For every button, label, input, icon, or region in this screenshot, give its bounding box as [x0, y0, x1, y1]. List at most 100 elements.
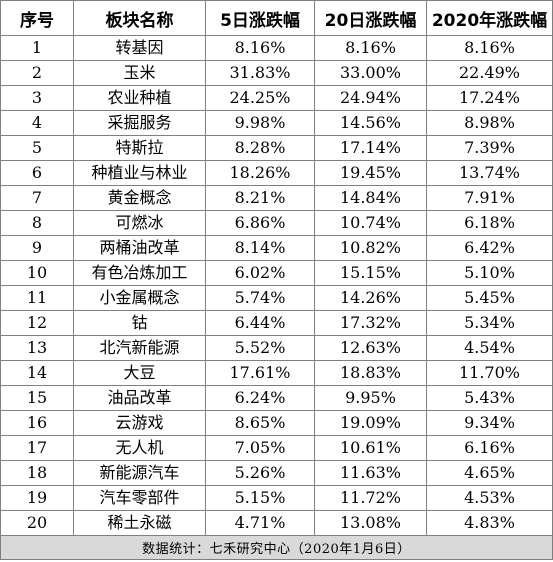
cell-5day-change: 8.28%	[205, 135, 315, 161]
cell-5day-change: 5.26%	[205, 460, 315, 486]
cell-5day-change: 8.21%	[205, 185, 315, 211]
cell-2020-change: 7.39%	[426, 135, 553, 161]
header-20day: 20日涨跌幅	[314, 0, 427, 36]
table-body: 1 转基因 8.16% 8.16% 8.16% 2 玉米 31.83% 33.00% 22.49%…	[0, 35, 553, 536]
table-row: 11 小金属概念 5.74% 14.26% 5.45%	[0, 285, 553, 311]
cell-2020-change: 8.98%	[426, 110, 553, 136]
table-row: 20 稀土永磁 4.71% 13.08% 4.83%	[0, 510, 553, 536]
table-row: 9 两桶油改革 8.14% 10.82% 6.42%	[0, 235, 553, 261]
table-row: 15 油品改革 6.24% 9.95% 5.43%	[0, 385, 553, 411]
cell-index: 15	[0, 385, 74, 411]
cell-20day-change: 33.00%	[314, 60, 427, 86]
cell-5day-change: 18.26%	[205, 160, 315, 186]
cell-sector-name: 北汽新能源	[73, 335, 206, 361]
cell-2020-change: 22.49%	[426, 60, 553, 86]
cell-5day-change: 9.98%	[205, 110, 315, 136]
cell-2020-change: 5.10%	[426, 260, 553, 286]
cell-20day-change: 11.63%	[314, 460, 427, 486]
cell-2020-change: 5.43%	[426, 385, 553, 411]
cell-sector-name: 特斯拉	[73, 135, 206, 161]
cell-20day-change: 18.83%	[314, 360, 427, 386]
cell-20day-change: 12.63%	[314, 335, 427, 361]
cell-index: 17	[0, 435, 74, 461]
cell-sector-name: 两桶油改革	[73, 235, 206, 261]
cell-sector-name: 有色冶炼加工	[73, 260, 206, 286]
cell-20day-change: 11.72%	[314, 485, 427, 511]
cell-5day-change: 7.05%	[205, 435, 315, 461]
cell-index: 8	[0, 210, 74, 236]
cell-index: 4	[0, 110, 74, 136]
cell-2020-change: 7.91%	[426, 185, 553, 211]
cell-2020-change: 5.34%	[426, 310, 553, 336]
header-sector: 板块名称	[73, 0, 206, 36]
cell-5day-change: 5.15%	[205, 485, 315, 511]
cell-20day-change: 8.16%	[314, 35, 427, 61]
cell-index: 10	[0, 260, 74, 286]
cell-sector-name: 稀土永磁	[73, 510, 206, 536]
table-row: 19 汽车零部件 5.15% 11.72% 4.53%	[0, 485, 553, 511]
cell-index: 19	[0, 485, 74, 511]
cell-20day-change: 14.84%	[314, 185, 427, 211]
cell-2020-change: 6.16%	[426, 435, 553, 461]
cell-2020-change: 11.70%	[426, 360, 553, 386]
table-row: 13 北汽新能源 5.52% 12.63% 4.54%	[0, 335, 553, 361]
cell-20day-change: 14.26%	[314, 285, 427, 311]
cell-sector-name: 玉米	[73, 60, 206, 86]
cell-2020-change: 17.24%	[426, 85, 553, 111]
table-row: 12 钴 6.44% 17.32% 5.34%	[0, 310, 553, 336]
footer-row: 数据统计：七禾研究中心（2020年1月6日）	[0, 535, 553, 560]
cell-sector-name: 大豆	[73, 360, 206, 386]
cell-index: 16	[0, 410, 74, 436]
cell-index: 18	[0, 460, 74, 486]
cell-2020-change: 4.65%	[426, 460, 553, 486]
table-row: 3 农业种植 24.25% 24.94% 17.24%	[0, 85, 553, 111]
cell-20day-change: 17.32%	[314, 310, 427, 336]
table-row: 7 黄金概念 8.21% 14.84% 7.91%	[0, 185, 553, 211]
cell-5day-change: 6.02%	[205, 260, 315, 286]
cell-sector-name: 新能源汽车	[73, 460, 206, 486]
cell-5day-change: 5.74%	[205, 285, 315, 311]
cell-index: 6	[0, 160, 74, 186]
cell-20day-change: 15.15%	[314, 260, 427, 286]
cell-5day-change: 31.83%	[205, 60, 315, 86]
cell-5day-change: 8.16%	[205, 35, 315, 61]
table-row: 17 无人机 7.05% 10.61% 6.16%	[0, 435, 553, 461]
cell-20day-change: 10.61%	[314, 435, 427, 461]
header-5day: 5日涨跌幅	[205, 0, 315, 36]
cell-index: 9	[0, 235, 74, 261]
cell-20day-change: 10.74%	[314, 210, 427, 236]
cell-index: 7	[0, 185, 74, 211]
cell-20day-change: 17.14%	[314, 135, 427, 161]
table-row: 10 有色冶炼加工 6.02% 15.15% 5.10%	[0, 260, 553, 286]
table-row: 6 种植业与林业 18.26% 19.45% 13.74%	[0, 160, 553, 186]
cell-sector-name: 钴	[73, 310, 206, 336]
table-row: 8 可燃冰 6.86% 10.74% 6.18%	[0, 210, 553, 236]
cell-sector-name: 采掘服务	[73, 110, 206, 136]
table-header: 序号 板块名称 5日涨跌幅 20日涨跌幅 2020年涨跌幅	[0, 0, 553, 36]
header-2020: 2020年涨跌幅	[426, 0, 553, 36]
cell-5day-change: 17.61%	[205, 360, 315, 386]
cell-20day-change: 10.82%	[314, 235, 427, 261]
cell-2020-change: 4.83%	[426, 510, 553, 536]
cell-index: 14	[0, 360, 74, 386]
cell-2020-change: 4.54%	[426, 335, 553, 361]
table-row: 14 大豆 17.61% 18.83% 11.70%	[0, 360, 553, 386]
cell-index: 20	[0, 510, 74, 536]
table-row: 5 特斯拉 8.28% 17.14% 7.39%	[0, 135, 553, 161]
cell-5day-change: 8.65%	[205, 410, 315, 436]
cell-index: 1	[0, 35, 74, 61]
cell-5day-change: 6.24%	[205, 385, 315, 411]
cell-sector-name: 种植业与林业	[73, 160, 206, 186]
cell-sector-name: 油品改革	[73, 385, 206, 411]
cell-20day-change: 14.56%	[314, 110, 427, 136]
cell-index: 2	[0, 60, 74, 86]
cell-2020-change: 5.45%	[426, 285, 553, 311]
cell-5day-change: 5.52%	[205, 335, 315, 361]
cell-20day-change: 19.45%	[314, 160, 427, 186]
cell-5day-change: 24.25%	[205, 85, 315, 111]
cell-2020-change: 8.16%	[426, 35, 553, 61]
header-row: 序号 板块名称 5日涨跌幅 20日涨跌幅 2020年涨跌幅	[0, 0, 553, 36]
table-row: 4 采掘服务 9.98% 14.56% 8.98%	[0, 110, 553, 136]
cell-2020-change: 13.74%	[426, 160, 553, 186]
